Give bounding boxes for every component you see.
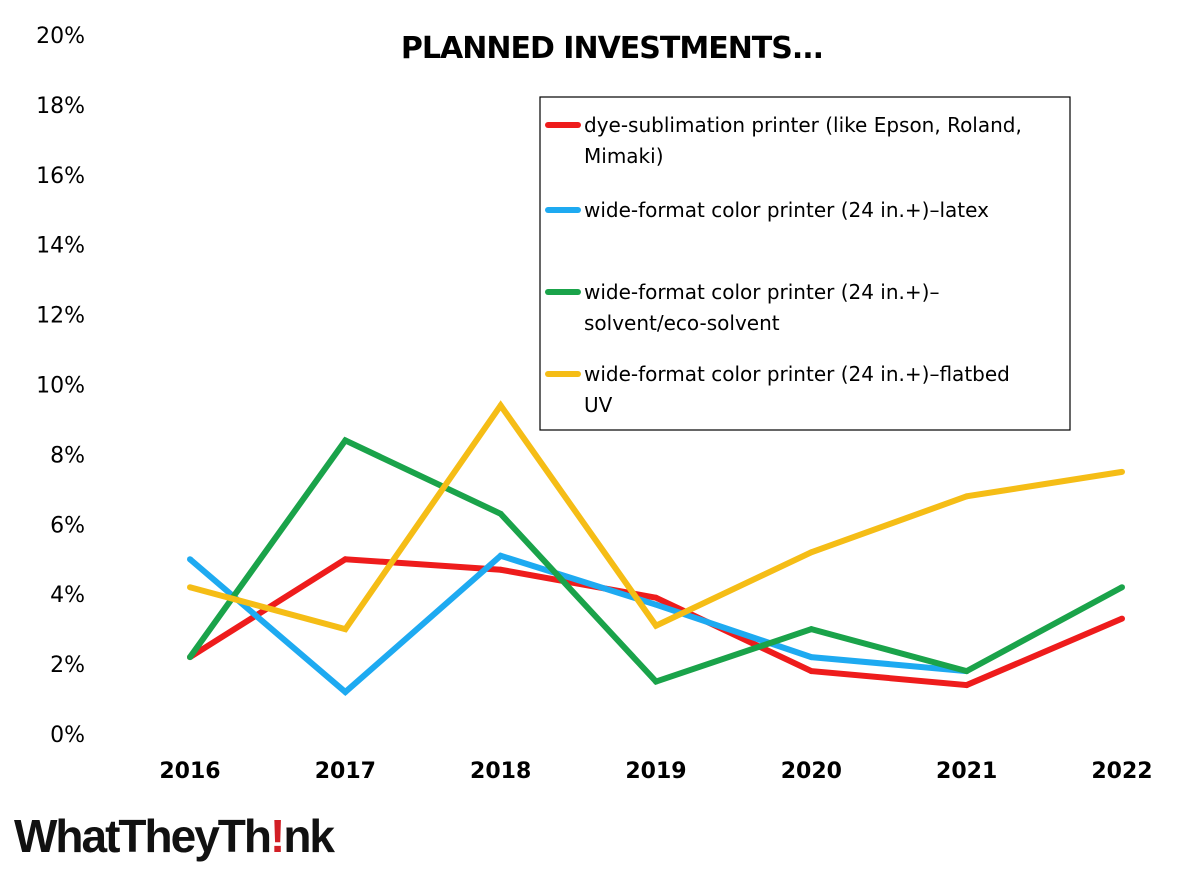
logo-text-start: WhatTheyTh [14, 810, 272, 862]
data-point [963, 493, 970, 500]
data-point [653, 678, 659, 685]
data-point [342, 689, 349, 696]
x-tick-label: 2020 [781, 759, 842, 784]
y-tick-label: 18% [36, 94, 85, 119]
whattheythink-logo: WhatTheyTh!nk [14, 806, 335, 866]
logo-text-end: nk [283, 810, 335, 862]
chart-title: PLANNED INVESTMENTS... [401, 31, 823, 66]
data-point [653, 601, 659, 608]
data-point [808, 549, 815, 556]
legend-label: Mimaki) [584, 144, 664, 168]
y-axis: 0% 2% 4% 6% 8% 10% 12% 14% 16% 18% 20% [36, 24, 85, 748]
legend-item: dye-sublimation printer (like Epson, Rol… [545, 113, 1022, 168]
series-1 [187, 556, 1125, 689]
y-tick-label: 12% [36, 304, 85, 329]
y-tick-label: 8% [50, 443, 85, 468]
x-tick-label: 2018 [470, 759, 531, 784]
x-tick-label: 2021 [936, 759, 997, 784]
data-point [653, 594, 659, 601]
legend-label: wide-format color printer (24 in.+)– [584, 280, 939, 304]
data-point [497, 402, 504, 409]
series-3 [187, 436, 1125, 686]
data-point [342, 556, 349, 563]
data-point [187, 584, 193, 591]
data-point [808, 668, 815, 675]
data-point [497, 552, 504, 559]
series-line [187, 436, 1124, 686]
legend-box [539, 96, 1071, 431]
data-point [497, 510, 504, 517]
legend-label: dye-sublimation printer (like Epson, Rol… [584, 113, 1022, 137]
legend-item: wide-format color printer (24 in.+)– solv… [545, 280, 939, 335]
x-tick-label: 2017 [315, 759, 376, 784]
x-tick-label: 2016 [159, 759, 220, 784]
data-point [1119, 615, 1125, 622]
legend-label: solvent/eco-solvent [584, 311, 780, 335]
y-tick-label: 0% [50, 723, 85, 748]
legend-label: wide-format color printer (24 in.+)–late… [584, 198, 989, 222]
legend: dye-sublimation printer (like Epson, Rol… [539, 96, 1071, 431]
series-4 [187, 400, 1125, 633]
series-line [188, 552, 967, 697]
x-tick-label: 2019 [625, 759, 686, 784]
data-point [1119, 468, 1125, 475]
x-tick-label: 2022 [1091, 759, 1152, 784]
data-point [187, 654, 193, 661]
data-point [653, 622, 659, 629]
legend-item: wide-format color printer (24 in.+)–late… [545, 198, 989, 222]
legend-item: wide-format color printer (24 in.+)–flat… [545, 362, 1010, 417]
y-tick-label: 16% [36, 164, 85, 189]
series-layer [187, 400, 1125, 697]
x-axis: 2016 2017 2018 2019 2020 2021 2022 [159, 759, 1152, 784]
y-tick-label: 14% [36, 234, 85, 259]
data-point [187, 556, 193, 563]
data-point [1119, 584, 1125, 591]
data-point [963, 668, 970, 675]
y-tick-label: 20% [36, 24, 85, 49]
data-point [497, 566, 504, 573]
y-tick-label: 4% [50, 583, 85, 608]
data-point [808, 654, 815, 661]
data-point [342, 437, 349, 444]
legend-label: wide-format color printer (24 in.+)–flat… [584, 362, 1010, 386]
data-point [808, 626, 815, 633]
data-point [963, 682, 970, 689]
data-point [342, 626, 349, 633]
y-tick-label: 6% [50, 513, 85, 538]
y-tick-label: 10% [36, 374, 85, 399]
legend-label: UV [584, 393, 613, 417]
y-tick-label: 2% [50, 653, 85, 678]
logo-exclamation-mark: ! [269, 810, 285, 862]
